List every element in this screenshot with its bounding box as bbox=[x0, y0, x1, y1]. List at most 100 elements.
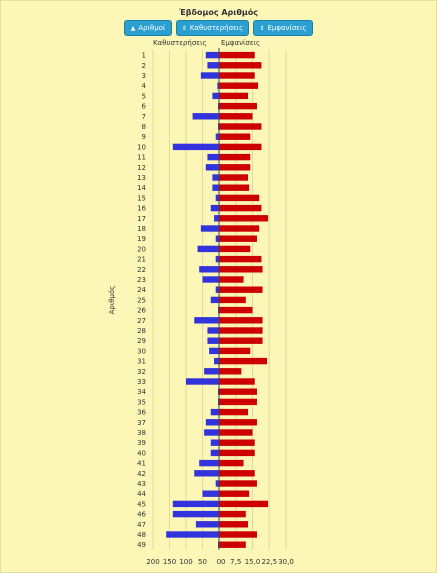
delay-bar bbox=[200, 225, 219, 232]
delay-bar bbox=[215, 235, 219, 242]
category-label: 10 bbox=[137, 143, 146, 151]
appearance-bar bbox=[219, 500, 269, 508]
category-label: 46 bbox=[137, 511, 146, 519]
category-label: 28 bbox=[137, 327, 146, 335]
appearance-bar bbox=[219, 204, 262, 212]
delay-bar bbox=[210, 204, 219, 212]
appearance-bar bbox=[219, 133, 251, 140]
delay-bar bbox=[209, 347, 219, 355]
chart-title: Έβδομος Αριθμός bbox=[178, 8, 259, 17]
appearance-bar bbox=[219, 235, 257, 242]
delay-bar bbox=[207, 153, 219, 161]
category-label: 49 bbox=[137, 541, 146, 549]
delay-bar bbox=[215, 194, 219, 202]
category-label: 9 bbox=[142, 133, 146, 141]
right-tick-label: 15,0 bbox=[245, 558, 261, 566]
appearance-bar bbox=[219, 449, 255, 457]
left-tick-label: 0 bbox=[217, 558, 221, 566]
category-label: 38 bbox=[137, 429, 146, 437]
appearance-bar bbox=[219, 296, 246, 304]
category-label: 44 bbox=[137, 490, 146, 498]
appearance-bar bbox=[219, 113, 253, 120]
category-label: 17 bbox=[137, 215, 146, 223]
delay-bar bbox=[199, 266, 219, 273]
appearance-bar bbox=[219, 459, 244, 467]
category-label: 18 bbox=[137, 225, 146, 233]
right-series-header: Εμφανίσεις bbox=[221, 39, 261, 47]
delay-bar bbox=[197, 245, 219, 253]
category-label: 32 bbox=[137, 368, 146, 376]
delay-bar bbox=[210, 449, 219, 457]
delay-bar bbox=[205, 51, 219, 59]
delay-bar bbox=[215, 133, 219, 140]
appearance-bar bbox=[219, 255, 262, 263]
sort-up-icon: ▲ bbox=[130, 25, 136, 32]
appearance-bar bbox=[219, 429, 253, 436]
category-label: 19 bbox=[137, 235, 146, 243]
sort-by-delays-label: Καθυστερήσεις bbox=[189, 24, 244, 32]
sort-by-appearances-label: Εμφανίσεις bbox=[267, 24, 307, 32]
delay-bar bbox=[212, 174, 219, 181]
delay-bar bbox=[205, 419, 219, 426]
category-label: 29 bbox=[137, 337, 146, 345]
appearance-bar bbox=[219, 388, 257, 395]
delay-bar bbox=[194, 470, 219, 477]
appearance-bar bbox=[219, 327, 263, 334]
delay-bar bbox=[172, 500, 219, 508]
category-label: 27 bbox=[137, 317, 146, 325]
appearance-bar bbox=[219, 215, 269, 222]
appearance-bar bbox=[219, 174, 249, 181]
delay-bar bbox=[207, 62, 219, 69]
right-tick-label: 0 bbox=[221, 558, 225, 566]
category-label: 21 bbox=[137, 256, 146, 264]
appearance-bar bbox=[219, 470, 255, 477]
delay-bar bbox=[199, 459, 219, 467]
right-tick-label: 7,5 bbox=[230, 558, 241, 566]
appearance-bar bbox=[219, 62, 262, 69]
left-series-header: Καθυστερήσεις bbox=[153, 39, 207, 47]
category-label: 26 bbox=[137, 307, 146, 315]
sort-by-appearances-button[interactable]: ⇕ Εμφανίσεις bbox=[253, 20, 313, 36]
appearance-bar bbox=[219, 194, 260, 202]
category-label: 6 bbox=[142, 103, 147, 111]
delay-bar bbox=[195, 521, 219, 528]
sort-by-number-button[interactable]: ▲ Αριθμοί bbox=[124, 20, 172, 36]
category-label: 15 bbox=[137, 194, 146, 202]
category-label: 36 bbox=[137, 409, 146, 417]
delay-bar bbox=[215, 480, 219, 487]
sort-by-number-label: Αριθμοί bbox=[138, 24, 166, 32]
appearance-bar bbox=[219, 143, 262, 151]
delay-bar bbox=[215, 255, 219, 263]
category-label: 40 bbox=[137, 449, 146, 457]
delay-bar bbox=[210, 408, 219, 416]
appearance-bar bbox=[219, 439, 255, 446]
category-label: 13 bbox=[137, 174, 146, 182]
appearance-bar bbox=[219, 490, 250, 497]
appearance-bar bbox=[219, 82, 259, 89]
category-label: 31 bbox=[137, 358, 146, 366]
delay-bar bbox=[207, 327, 219, 334]
delay-bar bbox=[204, 429, 219, 436]
category-label: 16 bbox=[137, 205, 146, 213]
category-label: 1 bbox=[142, 52, 146, 60]
category-label: 23 bbox=[137, 276, 146, 284]
appearance-bar bbox=[219, 510, 246, 518]
category-label: 24 bbox=[137, 286, 146, 294]
category-label: 47 bbox=[137, 521, 146, 529]
appearance-bar bbox=[219, 164, 251, 171]
category-label: 41 bbox=[137, 460, 146, 468]
appearance-bar bbox=[219, 286, 263, 293]
delay-bar bbox=[215, 286, 219, 293]
category-label: 37 bbox=[137, 419, 146, 427]
appearance-bar bbox=[219, 378, 255, 385]
left-tick-label: 150 bbox=[163, 558, 176, 566]
category-label: 34 bbox=[137, 388, 146, 396]
left-tick-label: 100 bbox=[179, 558, 192, 566]
category-label: 12 bbox=[137, 164, 146, 172]
category-label: 30 bbox=[137, 347, 146, 355]
category-label: 33 bbox=[137, 378, 146, 386]
sort-by-delays-button[interactable]: ⇕ Καθυστερήσεις bbox=[176, 20, 249, 36]
category-label: 20 bbox=[137, 245, 146, 253]
appearance-bar bbox=[219, 408, 249, 416]
